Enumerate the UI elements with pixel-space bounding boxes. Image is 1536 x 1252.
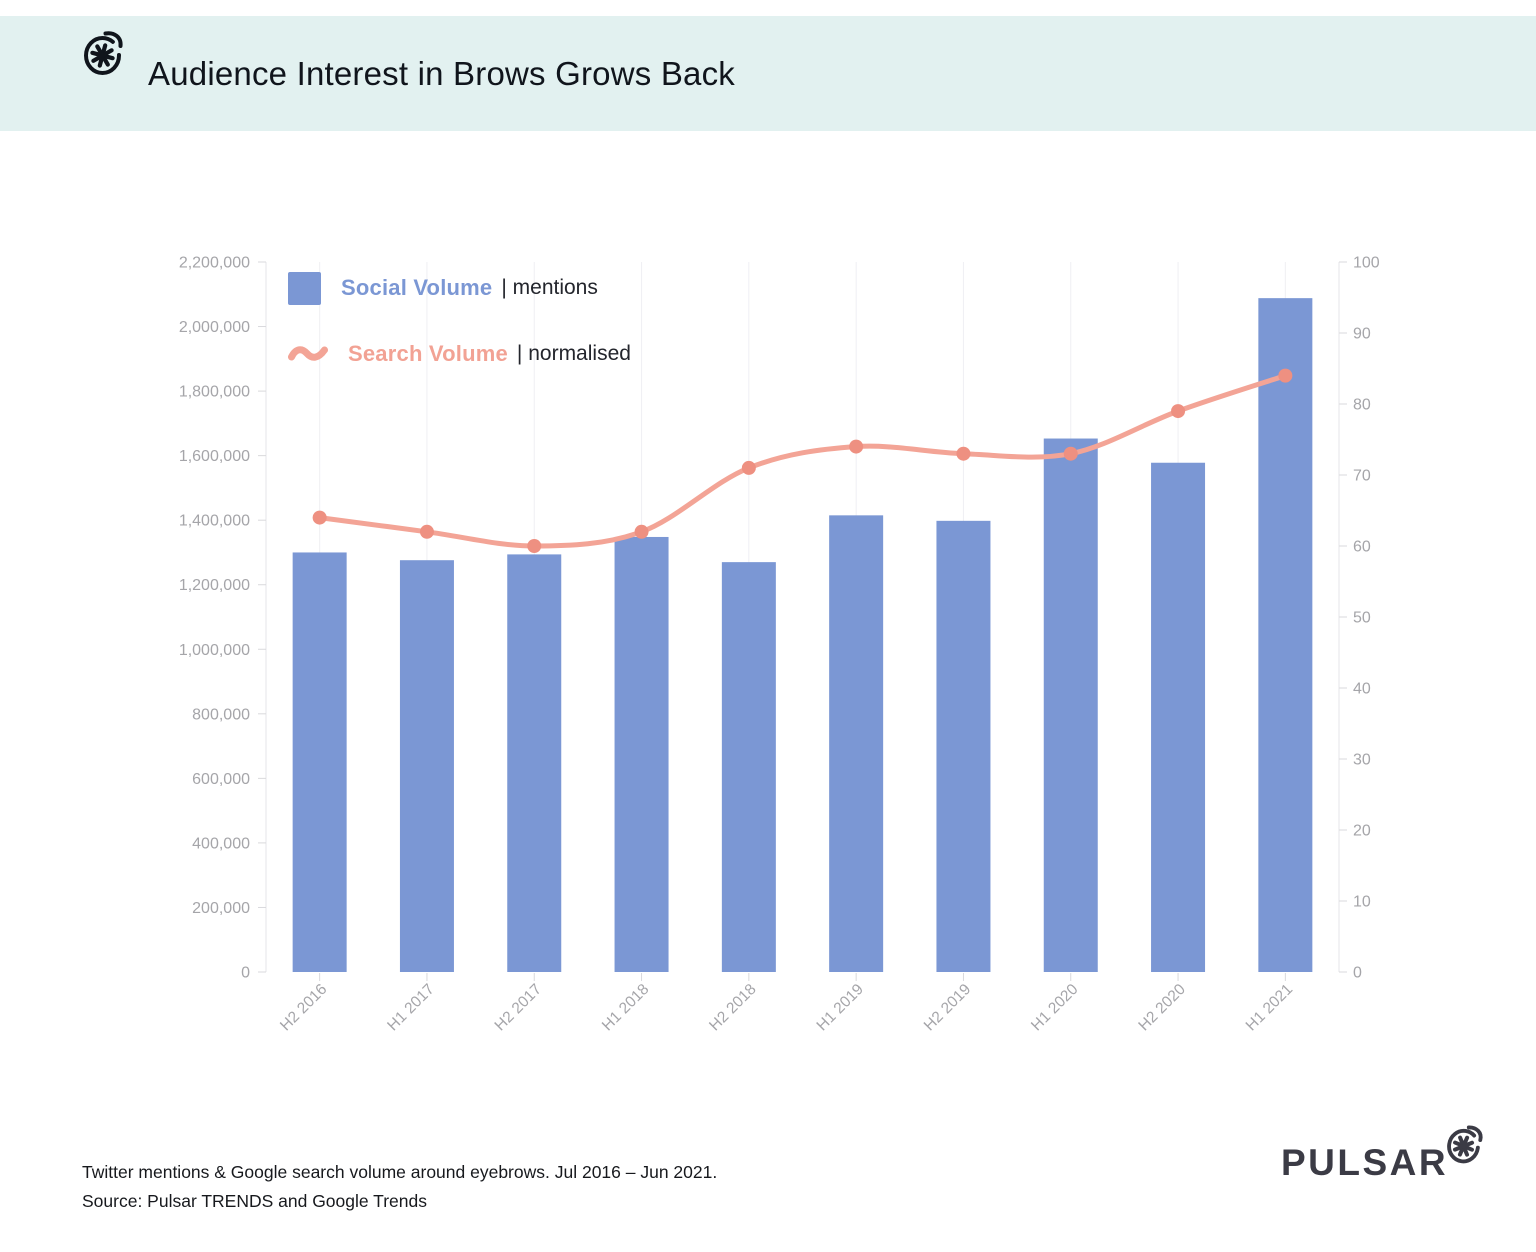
- social-volume-bar: [1151, 462, 1206, 972]
- search-volume-point: [312, 510, 327, 525]
- y-axis-label-left: 2,000,000: [179, 319, 250, 336]
- x-axis-label: H1 2019: [814, 981, 867, 1034]
- x-axis-label: H1 2021: [1243, 981, 1296, 1034]
- x-axis-label: H2 2019: [921, 981, 974, 1034]
- search-volume-point: [741, 460, 756, 475]
- x-axis-label: H1 2018: [599, 981, 652, 1034]
- social-volume-bar: [292, 552, 347, 972]
- y-axis-label-right: 80: [1353, 397, 1371, 414]
- x-axis-label: H1 2020: [1028, 981, 1082, 1035]
- search-volume-point: [956, 446, 971, 461]
- pulsar-brand-icon: [1447, 1125, 1483, 1164]
- social-volume-swatch: [288, 271, 321, 305]
- y-axis-label-left: 800,000: [192, 706, 250, 723]
- x-axis-label: H2 2020: [1135, 981, 1189, 1035]
- search-volume-point: [1278, 368, 1293, 383]
- x-axis-label: H2 2017: [492, 981, 545, 1034]
- social-volume-bar: [1258, 298, 1313, 972]
- y-axis-label-left: 1,600,000: [179, 448, 250, 465]
- social-volume-bar: [721, 562, 776, 972]
- x-axis-label: H1 2017: [384, 981, 437, 1034]
- search-volume-line: [317, 373, 1288, 549]
- pulsar-logo-icon: [84, 31, 123, 75]
- y-axis-label-right: 0: [1353, 965, 1362, 982]
- search-volume-point: [1171, 404, 1186, 419]
- chart-caption: Twitter mentions & Google search volume …: [82, 1158, 717, 1216]
- y-axis-label-right: 50: [1353, 610, 1371, 627]
- social-volume-bar: [399, 560, 454, 972]
- social-volume-bar: [614, 536, 669, 972]
- y-axis-label-right: 70: [1353, 468, 1371, 485]
- y-axis-label-left: 1,400,000: [179, 513, 250, 530]
- search-volume-point: [849, 439, 864, 454]
- y-axis-label-left: 2,200,000: [179, 255, 250, 272]
- y-axis-label-left: 1,800,000: [179, 384, 250, 401]
- social-volume-bar: [936, 520, 991, 972]
- legend-qualifier-search: | normalised: [516, 342, 631, 365]
- x-axis-label: H2 2016: [277, 981, 330, 1034]
- y-axis-label-right: 60: [1353, 539, 1371, 556]
- y-axis-label-right: 20: [1353, 823, 1371, 840]
- y-axis-label-right: 90: [1353, 326, 1371, 343]
- y-axis-label-left: 1,200,000: [179, 577, 250, 594]
- social-volume-bar: [507, 554, 562, 972]
- header-band: Audience Interest in Brows Grows Back: [0, 16, 1536, 131]
- legend-item-social-volume: Social Volume | mentions: [288, 268, 631, 308]
- search-volume-point: [1063, 446, 1078, 461]
- y-axis-label-left: 200,000: [192, 900, 250, 917]
- y-axis-label-right: 100: [1353, 255, 1380, 272]
- social-volume-bar: [829, 515, 884, 972]
- y-axis-label-left: 600,000: [192, 771, 250, 788]
- caption-line-1: Twitter mentions & Google search volume …: [82, 1162, 718, 1182]
- squiggle-line-icon: [288, 346, 328, 361]
- y-axis-label-left: 1,000,000: [179, 642, 250, 659]
- y-axis-label-right: 10: [1353, 894, 1371, 911]
- search-volume-point: [419, 524, 434, 539]
- y-axis-label-right: 30: [1353, 752, 1371, 769]
- caption-line-2: Source: Pulsar TRENDS and Google Trends: [82, 1191, 427, 1211]
- legend-item-search-volume: Search Volume | normalised: [288, 334, 631, 374]
- pulsar-brand: PULSAR: [1281, 1125, 1483, 1183]
- search-volume-point: [527, 539, 542, 553]
- page-title: Audience Interest in Brows Grows Back: [148, 54, 735, 92]
- search-volume-point: [634, 524, 649, 539]
- chart-legend: Social Volume | mentions Search Volume |…: [288, 268, 631, 374]
- legend-label-search: Search Volume: [348, 341, 508, 366]
- social-volume-bar: [1043, 438, 1098, 972]
- x-axis-label: H2 2018: [706, 981, 759, 1034]
- y-axis-label-left: 0: [241, 965, 250, 982]
- y-axis-label-right: 40: [1353, 681, 1371, 698]
- legend-label-social: Social Volume: [341, 275, 493, 300]
- pulsar-wordmark: PULSAR: [1281, 1142, 1449, 1183]
- y-axis-label-left: 400,000: [192, 835, 250, 852]
- legend-qualifier-social: | mentions: [501, 276, 598, 299]
